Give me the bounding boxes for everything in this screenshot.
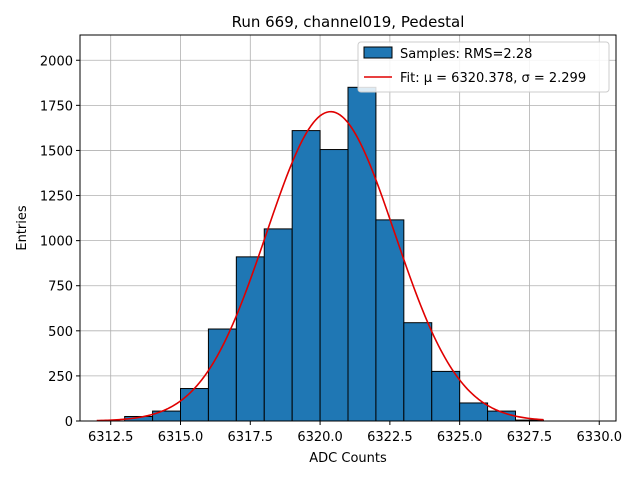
fit-curve-layer xyxy=(96,110,544,422)
histogram-bar xyxy=(403,322,433,422)
legend-box xyxy=(357,41,610,93)
y-tick-label: 2000 xyxy=(40,54,73,69)
y-tick-label: 1500 xyxy=(40,144,73,159)
x-tick-label: 6325.0 xyxy=(437,430,483,445)
histogram-bar xyxy=(263,228,293,422)
y-tick-label: 0 xyxy=(65,415,73,430)
fit-curve xyxy=(96,110,544,422)
histogram-bar xyxy=(375,219,405,422)
histogram-bar xyxy=(291,130,321,422)
y-tick-label: 1000 xyxy=(40,235,73,250)
y-tick-label: 1250 xyxy=(40,190,73,205)
histogram-bar xyxy=(431,370,461,422)
histogram-bars xyxy=(124,86,544,422)
histogram-bar xyxy=(207,328,237,422)
x-tick-label: 6327.5 xyxy=(507,430,553,445)
x-axis: 6312.5 6315.0 6317.5 6320.0 6322.5 6325.0 6327… xyxy=(88,421,622,445)
y-axis: 0 250 500 750 1000 1250 1500 1750 2000 xyxy=(40,54,80,430)
x-tick-label: 6312.5 xyxy=(88,430,134,445)
x-tick-label: 6330.0 xyxy=(577,430,623,445)
y-tick-label: 1750 xyxy=(40,99,73,114)
y-tick-label: 750 xyxy=(48,280,73,295)
y-tick-label: 500 xyxy=(48,325,73,340)
y-tick-label: 250 xyxy=(48,370,73,385)
chart-title: Run 669, channel019, Pedestal xyxy=(232,13,465,31)
legend: Samples: RMS=2.28 Fit: μ = 6320.378, σ =… xyxy=(357,41,610,93)
y-axis-title: Entries xyxy=(15,205,30,251)
histogram-bar xyxy=(180,388,209,422)
legend-label-fit: Fit: μ = 6320.378, σ = 2.299 xyxy=(400,71,586,86)
x-tick-label: 6315.0 xyxy=(158,430,204,445)
histogram-bar xyxy=(459,402,489,422)
histogram-bar xyxy=(347,86,377,422)
histogram-bar xyxy=(319,149,349,422)
histogram-bar xyxy=(235,256,265,422)
legend-swatch-samples xyxy=(363,46,393,59)
x-tick-label: 6320.0 xyxy=(297,430,343,445)
legend-label-samples: Samples: RMS=2.28 xyxy=(400,47,532,62)
x-axis-title: ADC Counts xyxy=(309,451,387,466)
x-tick-label: 6322.5 xyxy=(367,430,413,445)
x-tick-label: 6317.5 xyxy=(228,430,274,445)
plot-frame xyxy=(79,34,617,422)
